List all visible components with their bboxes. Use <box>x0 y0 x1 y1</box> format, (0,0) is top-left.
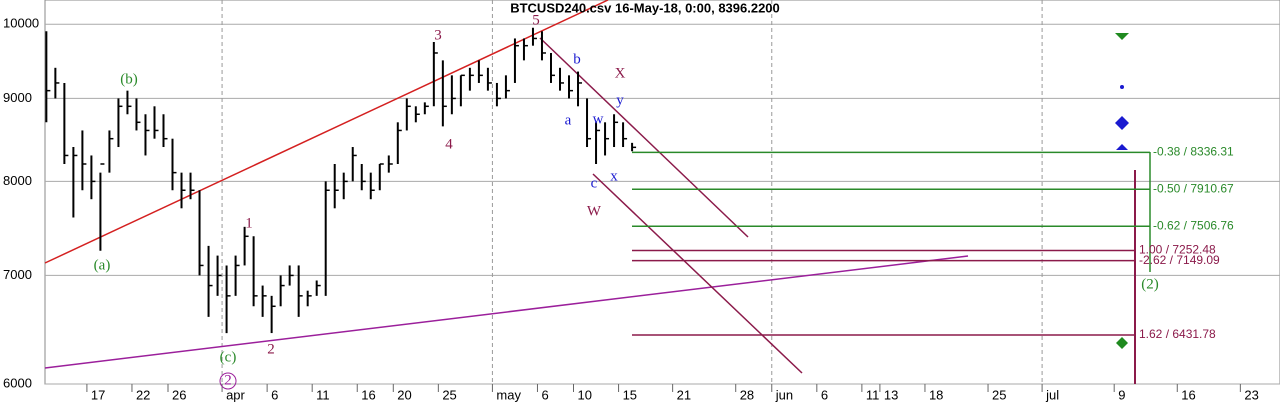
marker <box>1116 337 1128 349</box>
x-tick-label: 16 <box>1181 387 1195 402</box>
wave-label: X <box>615 65 626 81</box>
wave-label: y <box>616 92 624 108</box>
x-tick-label: 22 <box>136 387 150 402</box>
fib-label: 1.62 / 6431.78 <box>1139 327 1216 341</box>
x-tick-label: 9 <box>1118 387 1125 402</box>
wave-label: a <box>565 112 572 128</box>
fib-label: 1.00 / 7252.48 <box>1139 243 1216 257</box>
y-tick-label: 9000 <box>3 90 32 105</box>
wave-label: 2 <box>267 341 275 357</box>
x-tick-label: 11 <box>316 387 330 402</box>
x-tick-label: 23 <box>1244 387 1258 402</box>
x-tick-label: 15 <box>623 387 637 402</box>
wave-label: b <box>573 51 581 67</box>
fib-label: -0.38 / 8336.31 <box>1153 145 1234 159</box>
wave-circle <box>219 372 237 390</box>
marker <box>1116 144 1128 150</box>
plot-frame <box>44 0 1280 385</box>
trend-line <box>44 255 969 369</box>
x-tick-label: 10 <box>578 387 592 402</box>
wave-label: w <box>593 111 604 127</box>
x-tick-label: 18 <box>929 387 943 402</box>
x-tick-label: 6 <box>541 387 548 402</box>
wave-label: 3 <box>434 27 442 43</box>
x-tick-label: 21 <box>677 387 691 402</box>
y-tick-label: 6000 <box>3 375 32 390</box>
x-tick-label: 26 <box>172 387 186 402</box>
fib-label: -2.62 / 7149.09 <box>1139 253 1220 267</box>
wave-label: 4 <box>445 136 453 152</box>
x-tick-label: 17 <box>91 387 105 402</box>
wave-label: 2 <box>224 372 232 388</box>
x-tick-label: 16 <box>361 387 375 402</box>
x-tick-label: apr <box>226 387 245 402</box>
wave-label: (b) <box>120 71 138 87</box>
x-tick-label: 28 <box>740 387 754 402</box>
fib-label: -0.50 / 7910.67 <box>1153 181 1234 195</box>
wave-label: (c) <box>220 349 237 365</box>
channel-line <box>539 37 749 238</box>
x-tick-label: 6 <box>271 387 278 402</box>
x-tick-label: 25 <box>992 387 1006 402</box>
wave-label: W <box>587 203 602 219</box>
chart-title: BTCUSD240.csv 16-May-18, 0:00, 8396.2200 <box>510 0 780 15</box>
x-tick-label: 25 <box>442 387 456 402</box>
x-tick-label: jun <box>775 387 793 402</box>
wave-label: x <box>610 168 618 184</box>
wave-label: (a) <box>94 257 111 273</box>
wave-label: (2) <box>1141 276 1159 292</box>
wave-label: 5 <box>532 12 540 28</box>
x-tick-label: jul <box>1045 387 1059 402</box>
marker <box>1115 33 1129 40</box>
x-tick-label: 11 <box>866 387 880 402</box>
x-tick-label: may <box>496 387 521 402</box>
x-tick-label: 13 <box>884 387 898 402</box>
channel-line <box>592 173 803 374</box>
x-tick-label: 20 <box>397 387 411 402</box>
wave-label: c <box>591 175 598 191</box>
x-tick-label: 6 <box>821 387 828 402</box>
marks: -0.38 / 8336.31 -0.50 / 7910.67 -0.62 / 75… <box>45 12 1234 388</box>
marker <box>1120 85 1124 89</box>
y-tick-label: 10000 <box>3 16 39 31</box>
fib-label: -0.62 / 7506.76 <box>1153 218 1234 232</box>
y-tick-label: 7000 <box>3 267 32 282</box>
wave-label: 1 <box>245 215 253 231</box>
y-tick-label: 8000 <box>3 173 32 188</box>
marker <box>1115 116 1129 130</box>
